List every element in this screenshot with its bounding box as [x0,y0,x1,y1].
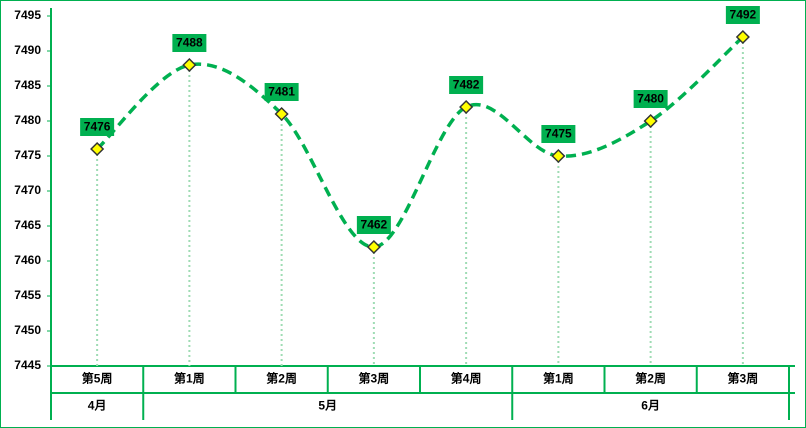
marker [735,29,750,45]
data-label-box [80,118,115,136]
marker [90,141,105,157]
data-label: 7476 [84,120,111,134]
x-tick-label: 第1周 [543,371,574,386]
data-label: 7480 [637,92,664,106]
x-tick-label: 第3周 [728,371,759,386]
y-tick-label: 7445 [14,358,41,372]
data-label: 7462 [361,218,388,232]
data-label: 7481 [268,85,295,99]
line [95,35,745,249]
marker [274,106,289,122]
data-label-box [449,76,484,94]
y-tick-label: 7475 [14,148,41,162]
marker [643,113,658,129]
data-label-box [541,125,576,143]
month-label: 5月 [318,399,337,413]
y-tick-label: 7465 [14,218,41,232]
y-tick-label: 7490 [14,43,41,57]
marker [459,99,474,115]
data-label-box [633,90,668,108]
data-label-box [725,6,760,24]
y-tick-label: 7470 [14,183,41,197]
y-tick-label: 7455 [14,288,41,302]
y-tick-label: 7485 [14,78,41,92]
x-tick-label: 第1周 [174,371,205,386]
y-tick-label: 7480 [14,113,41,127]
marker [551,148,566,164]
x-tick-label: 第2周 [266,371,297,386]
data-label-box [172,34,207,52]
x-tick-label: 第4周 [451,371,482,386]
data-label: 7492 [730,8,757,22]
data-label: 7482 [453,78,480,92]
x-tick-label: 第3周 [359,371,390,386]
marker [182,57,197,73]
data-label: 7475 [545,127,572,141]
y-tick-label: 7450 [14,323,41,337]
data-label: 7488 [176,36,203,50]
data-label-box [264,83,299,101]
marker [366,239,381,255]
data-label-box [356,216,391,234]
y-tick-label: 7460 [14,253,41,267]
x-tick-label: 第5周 [82,371,113,386]
y-tick-label: 7495 [14,8,41,22]
x-tick-label: 第2周 [635,371,666,386]
month-label: 6月 [641,399,660,413]
month-label: 4月 [88,399,107,413]
